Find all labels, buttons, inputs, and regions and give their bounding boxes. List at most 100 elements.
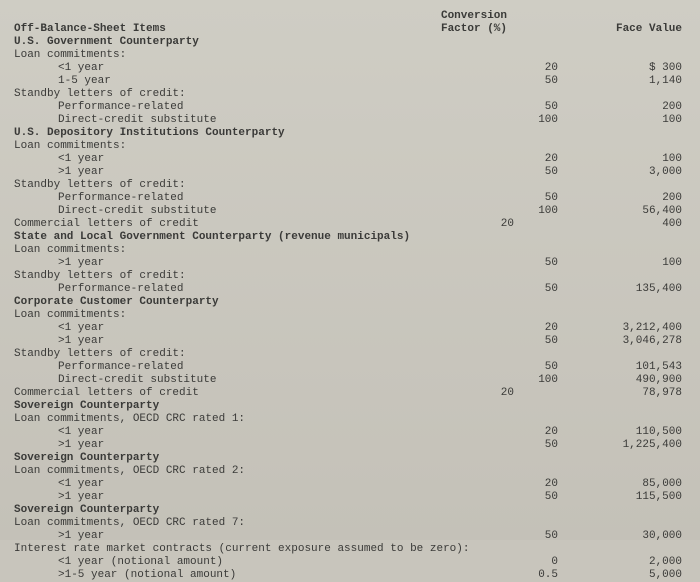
table-row: U.S. Depository Institutions Counterpart… xyxy=(14,127,682,140)
table-row: Standby letters of credit: xyxy=(14,270,682,283)
row-label: Loan commitments: xyxy=(14,309,434,322)
table-row: Performance-related50200 xyxy=(14,101,682,114)
row-label: Direct-credit substitute xyxy=(14,205,478,218)
row-label: >1 year xyxy=(14,491,478,504)
row-face-value: 200 xyxy=(558,101,682,114)
row-conversion-factor: 20 xyxy=(478,478,558,491)
row-label: Loan commitments: xyxy=(14,244,434,257)
row-label: >1 year xyxy=(14,530,478,543)
row-conversion-factor: 20 xyxy=(434,218,514,231)
row-label: Direct-credit substitute xyxy=(14,374,478,387)
row-label: <1 year xyxy=(14,426,478,439)
table-row: Direct-credit substitute100490,900 xyxy=(14,374,682,387)
row-face-value: 115,500 xyxy=(558,491,682,504)
row-label: <1 year xyxy=(14,153,478,166)
row-face-value: $ 300 xyxy=(558,62,682,75)
row-face-value: 100 xyxy=(558,257,682,270)
row-label: Standby letters of credit: xyxy=(14,88,434,101)
table-row: Loan commitments: xyxy=(14,244,682,257)
row-label: Standby letters of credit: xyxy=(14,270,434,283)
table-row: Loan commitments, OECD CRC rated 7: xyxy=(14,517,682,530)
row-face-value: 1,225,400 xyxy=(558,439,682,452)
row-conversion-factor: 100 xyxy=(478,114,558,127)
row-face-value: 5,000 xyxy=(558,569,682,582)
row-conversion-factor: 0.5 xyxy=(478,569,558,582)
row-label: Sovereign Counterparty xyxy=(14,452,434,465)
row-conversion-factor: 100 xyxy=(478,205,558,218)
table-row: >1 year50115,500 xyxy=(14,491,682,504)
header-face-value: Face Value xyxy=(514,23,682,36)
table-row: <1 year203,212,400 xyxy=(14,322,682,335)
table-row: Direct-credit substitute100100 xyxy=(14,114,682,127)
table-row: Standby letters of credit: xyxy=(14,88,682,101)
row-face-value: 100 xyxy=(558,153,682,166)
row-face-value: 100 xyxy=(558,114,682,127)
row-label: Standby letters of credit: xyxy=(14,348,434,361)
row-conversion-factor: 20 xyxy=(478,322,558,335)
row-face-value: 30,000 xyxy=(558,530,682,543)
row-conversion-factor: 20 xyxy=(478,426,558,439)
row-face-value: 200 xyxy=(558,192,682,205)
header-conversion-1: Conversion xyxy=(434,10,514,23)
row-label: Loan commitments, OECD CRC rated 2: xyxy=(14,465,434,478)
row-conversion-factor: 50 xyxy=(478,335,558,348)
table-row: >1-5 year (notional amount)0.55,000 xyxy=(14,569,682,582)
header-conversion-2: Factor (%) xyxy=(434,23,514,36)
row-conversion-factor: 50 xyxy=(478,101,558,114)
row-label: Performance-related xyxy=(14,361,478,374)
row-face-value: 3,000 xyxy=(558,166,682,179)
row-label: Commercial letters of credit xyxy=(14,218,434,231)
row-conversion-factor: 20 xyxy=(434,387,514,400)
row-label: Sovereign Counterparty xyxy=(14,400,434,413)
row-conversion-factor: 50 xyxy=(478,361,558,374)
table-row: <1 year (notional amount)02,000 xyxy=(14,556,682,569)
row-label: U.S. Depository Institutions Counterpart… xyxy=(14,127,434,140)
row-conversion-factor: 50 xyxy=(478,192,558,205)
row-label: >1 year xyxy=(14,257,478,270)
row-label: 1-5 year xyxy=(14,75,478,88)
table-row: State and Local Government Counterparty … xyxy=(14,231,682,244)
row-conversion-factor: 50 xyxy=(478,166,558,179)
table-row: <1 year20$ 300 xyxy=(14,62,682,75)
row-label: <1 year xyxy=(14,478,478,491)
row-conversion-factor: 50 xyxy=(478,75,558,88)
row-label: <1 year (notional amount) xyxy=(14,556,478,569)
table-row: <1 year2085,000 xyxy=(14,478,682,491)
table-row: Loan commitments: xyxy=(14,49,682,62)
row-label: Standby letters of credit: xyxy=(14,179,434,192)
row-face-value: 400 xyxy=(514,218,682,231)
table-row: Commercial letters of credit20400 xyxy=(14,218,682,231)
table-row: Performance-related50101,543 xyxy=(14,361,682,374)
table-row: >1 year503,046,278 xyxy=(14,335,682,348)
row-face-value: 110,500 xyxy=(558,426,682,439)
table-row: <1 year20110,500 xyxy=(14,426,682,439)
table-rows: U.S. Government CounterpartyLoan commitm… xyxy=(14,36,682,582)
table-row: Sovereign Counterparty xyxy=(14,452,682,465)
table-row: >1 year50100 xyxy=(14,257,682,270)
table-row: U.S. Government Counterparty xyxy=(14,36,682,49)
row-face-value: 101,543 xyxy=(558,361,682,374)
row-conversion-factor: 50 xyxy=(478,283,558,296)
table-row: <1 year20100 xyxy=(14,153,682,166)
table-row: Interest rate market contracts (current … xyxy=(14,543,682,556)
row-label: >1-5 year (notional amount) xyxy=(14,569,478,582)
table-row: Corporate Customer Counterparty xyxy=(14,296,682,309)
row-label: Performance-related xyxy=(14,101,478,114)
row-label: Commercial letters of credit xyxy=(14,387,434,400)
row-conversion-factor: 50 xyxy=(478,439,558,452)
row-face-value: 2,000 xyxy=(558,556,682,569)
header-row-1: Conversion xyxy=(14,10,682,23)
row-label: Loan commitments, OECD CRC rated 1: xyxy=(14,413,434,426)
table-row: Loan commitments: xyxy=(14,309,682,322)
row-face-value: 1,140 xyxy=(558,75,682,88)
row-label: <1 year xyxy=(14,322,478,335)
row-label: U.S. Government Counterparty xyxy=(14,36,434,49)
table-row: Loan commitments, OECD CRC rated 1: xyxy=(14,413,682,426)
row-face-value: 78,978 xyxy=(514,387,682,400)
table-row: Loan commitments, OECD CRC rated 2: xyxy=(14,465,682,478)
table-row: Sovereign Counterparty xyxy=(14,504,682,517)
row-label: <1 year xyxy=(14,62,478,75)
row-label: Loan commitments: xyxy=(14,49,434,62)
row-label: >1 year xyxy=(14,439,478,452)
table-row: Standby letters of credit: xyxy=(14,348,682,361)
